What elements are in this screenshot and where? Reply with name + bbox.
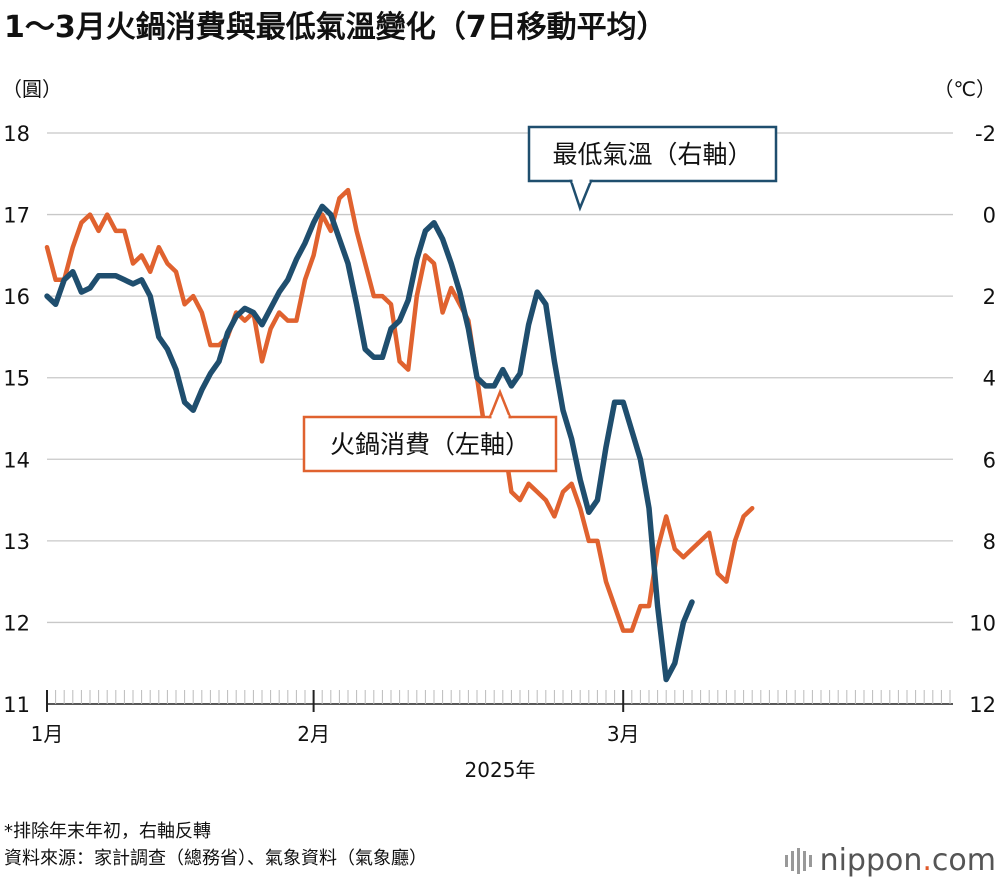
logo-dot: . xyxy=(922,843,932,878)
right-tick-label: 6 xyxy=(983,448,996,472)
right-tick-label: 10 xyxy=(969,611,996,635)
logo-bars-icon xyxy=(784,847,812,874)
callout-label: 最低氣溫（右軸） xyxy=(552,140,752,169)
series-line-temp xyxy=(44,203,695,683)
footnotes: *排除年末年初，右軸反轉 資料來源：家計調查（總務省）、氣象資料（氣象廳） xyxy=(4,818,427,872)
x-axis-label: 2025年 xyxy=(465,758,536,782)
callout-box xyxy=(527,125,778,183)
right-tick-label: 8 xyxy=(983,530,996,554)
right-tick-label: 0 xyxy=(983,204,996,228)
chart-title: 1〜3月火鍋消費與最低氣溫變化（7日移動平均） xyxy=(4,10,667,45)
right-tick-label: 4 xyxy=(983,367,996,391)
callout-pointer xyxy=(569,179,593,212)
left-tick-label: 18 xyxy=(3,122,30,146)
nippon-logo: nippon. com xyxy=(784,843,996,878)
right-tick-label: 12 xyxy=(969,693,996,717)
month-tick-label: 1月 xyxy=(31,722,64,746)
logo-suffix: com xyxy=(931,843,996,878)
chart-canvas: （圓） （℃） 11 12 13 14 15 16 17 18 12 10 8 6 4 2 0 -2 1月 2… xyxy=(2,77,996,782)
note-source: 資料來源：家計調查（總務省）、氣象資料（氣象廳） xyxy=(4,848,427,869)
x-minor-ticks xyxy=(46,690,951,704)
right-unit-label: （℃） xyxy=(934,77,996,101)
left-tick-label: 13 xyxy=(3,530,30,554)
right-axis-ticks: 12 10 8 6 4 2 0 -2 xyxy=(969,122,996,717)
callouts: 最低氣溫（右軸） 火鍋消費（左軸） xyxy=(302,125,778,473)
month-tick-label: 3月 xyxy=(607,722,640,746)
callout-pointer xyxy=(488,388,512,419)
left-tick-label: 16 xyxy=(3,285,30,309)
left-axis-ticks: 11 12 13 14 15 16 17 18 xyxy=(3,122,30,717)
right-tick-label: 2 xyxy=(983,285,996,309)
month-tick-label: 2月 xyxy=(297,722,330,746)
logo-name: nippon xyxy=(819,843,923,878)
note-axis: *排除年末年初，右軸反轉 xyxy=(4,821,211,842)
left-tick-label: 12 xyxy=(3,611,30,635)
left-tick-label: 14 xyxy=(3,448,30,472)
left-unit-label: （圓） xyxy=(2,77,62,101)
series-lines xyxy=(44,187,755,683)
left-tick-label: 17 xyxy=(3,204,30,228)
callout-box xyxy=(302,415,558,473)
series-line-hotpot xyxy=(44,187,755,633)
x-axis-ticks: 1月 2月 3月 xyxy=(31,690,640,746)
left-tick-label: 15 xyxy=(3,367,30,391)
left-tick-label: 11 xyxy=(3,693,30,717)
callout-label: 火鍋消費（左軸） xyxy=(330,430,530,459)
right-tick-label: -2 xyxy=(975,122,996,146)
